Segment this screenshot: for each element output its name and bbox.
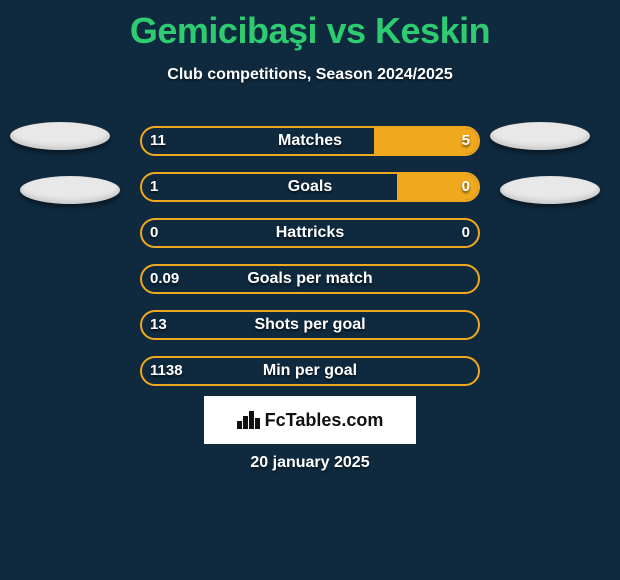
logo-bar (243, 416, 248, 429)
stat-row: Shots per goal13 (0, 310, 620, 340)
barchart-icon (237, 411, 259, 429)
logo-text: FcTables.com (265, 410, 384, 431)
logo-bar (249, 411, 254, 429)
logo-suffix: .com (341, 410, 383, 430)
stat-bar (140, 356, 480, 386)
footer-date: 20 january 2025 (0, 454, 620, 472)
logo-prefix: Fc (265, 410, 286, 430)
stat-bar (140, 218, 480, 248)
stat-bar-fill (374, 128, 478, 154)
stat-row: Hattricks00 (0, 218, 620, 248)
stat-bar (140, 310, 480, 340)
stat-row: Goals per match0.09 (0, 264, 620, 294)
stat-bar-fill (397, 174, 478, 200)
page-subtitle: Club competitions, Season 2024/2025 (0, 66, 620, 84)
player-photo-right (490, 122, 590, 150)
page-title: Gemicibaşi vs Keskin (0, 0, 620, 52)
player-photo-left (10, 122, 110, 150)
logo-bar (255, 418, 260, 429)
player-photo-left (20, 176, 120, 204)
logo-main: Tables (286, 410, 342, 430)
fctables-logo: FcTables.com (204, 396, 416, 444)
stat-bar (140, 126, 480, 156)
stats-container: Matches115Goals10Hattricks00Goals per ma… (0, 126, 620, 386)
logo-bar (237, 421, 242, 429)
player-photo-right (500, 176, 600, 204)
stat-row: Min per goal1138 (0, 356, 620, 386)
stat-bar (140, 264, 480, 294)
stat-bar (140, 172, 480, 202)
